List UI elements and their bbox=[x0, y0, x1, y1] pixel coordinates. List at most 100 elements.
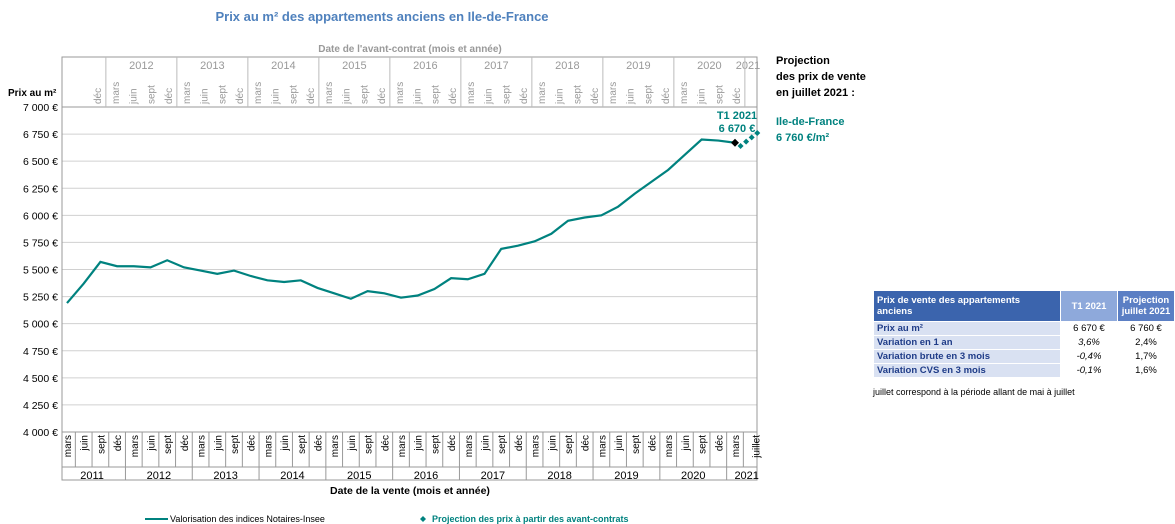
x-tick-label: déc bbox=[714, 435, 725, 451]
table-header: Projection juillet 2021 bbox=[1117, 290, 1175, 322]
x-tick-label: sept bbox=[163, 435, 174, 454]
top-tick-label: mars bbox=[466, 82, 477, 104]
x-tick-label: mars bbox=[464, 435, 475, 457]
y-axis-title: Prix au m² bbox=[8, 88, 57, 99]
table-note: juillet correspond à la période allant d… bbox=[873, 387, 1075, 397]
x-tick-label: juin bbox=[547, 435, 558, 452]
legend-label: Projection des prix à partir des avant-c… bbox=[432, 514, 629, 524]
top-tick-label: juin bbox=[200, 88, 211, 105]
end-marker bbox=[731, 138, 739, 147]
top-tick-label: juin bbox=[413, 88, 424, 105]
table-header: T1 2021 bbox=[1060, 290, 1118, 322]
x-tick-label: juillet bbox=[751, 435, 762, 459]
x-tick-label: sept bbox=[96, 435, 107, 454]
chart: Prix au m² des appartements anciens en I… bbox=[8, 9, 866, 524]
x-tick-label: déc bbox=[581, 435, 592, 451]
x-tick-label: juin bbox=[147, 435, 158, 452]
x-tick-label: déc bbox=[113, 435, 124, 451]
top-tick-label: sept bbox=[217, 85, 228, 104]
top-tick-label: mars bbox=[253, 82, 264, 104]
x-year-label: 2011 bbox=[80, 470, 104, 482]
top-tick-label: juin bbox=[271, 88, 282, 105]
top-tick-label: juin bbox=[129, 88, 140, 105]
y-tick-label: 4 500 € bbox=[23, 373, 58, 385]
table-row: Variation CVS en 3 mois -0,1% 1,6% bbox=[873, 363, 1175, 378]
table-header: Prix de vente des appartements anciens bbox=[873, 290, 1061, 322]
top-tick-label: mars bbox=[182, 82, 193, 104]
legend-marker bbox=[420, 516, 426, 522]
x-year-label: 2019 bbox=[614, 470, 638, 482]
y-tick-label: 6 250 € bbox=[23, 183, 58, 195]
side-note: en juillet 2021 : bbox=[776, 87, 855, 99]
x-tick-label: mars bbox=[263, 435, 274, 457]
table-cell: 6 670 € bbox=[1060, 321, 1118, 336]
x-tick-label: juin bbox=[213, 435, 224, 452]
x-tick-label: sept bbox=[364, 435, 375, 454]
top-tick-label: déc bbox=[164, 88, 175, 104]
annotation: 6 670 € bbox=[719, 123, 756, 135]
table-cell: 1,7% bbox=[1117, 349, 1175, 364]
x-tick-label: juin bbox=[414, 435, 425, 452]
top-tick-label: sept bbox=[359, 85, 370, 104]
top-tick-label: juin bbox=[555, 88, 566, 105]
x-tick-label: juin bbox=[681, 435, 692, 452]
x-tick-label: juin bbox=[481, 435, 492, 452]
top-tick-label: mars bbox=[395, 82, 406, 104]
table-cell: 3,6% bbox=[1060, 335, 1118, 350]
y-tick-label: 6 750 € bbox=[23, 129, 58, 141]
legend-label: Valorisation des indices Notaires-Insee bbox=[170, 514, 325, 524]
top-year-label: 2014 bbox=[271, 60, 295, 72]
x-tick-label: déc bbox=[447, 435, 458, 451]
top-tick-label: déc bbox=[235, 88, 246, 104]
top-tick-label: mars bbox=[608, 82, 619, 104]
top-tick-label: déc bbox=[448, 88, 459, 104]
table-cell: Variation CVS en 3 mois bbox=[873, 363, 1061, 378]
x-tick-label: mars bbox=[197, 435, 208, 457]
side-note: Projection bbox=[776, 55, 830, 67]
x-tick-label: sept bbox=[698, 435, 709, 454]
top-tick-label: déc bbox=[590, 88, 601, 104]
x-tick-label: mars bbox=[597, 435, 608, 457]
table-cell: Prix au m² bbox=[873, 321, 1061, 336]
x-tick-label: sept bbox=[297, 435, 308, 454]
table-row: Prix au m² 6 670 €6 760 € bbox=[873, 321, 1175, 336]
top-year-label: 2021 bbox=[736, 60, 760, 72]
line bbox=[66, 138, 736, 304]
top-tick-label: juin bbox=[626, 88, 637, 105]
top-tick-label: sept bbox=[643, 85, 654, 104]
top-tick-label: déc bbox=[306, 88, 317, 104]
top-year-label: 2017 bbox=[484, 60, 508, 72]
y-tick-label: 5 500 € bbox=[23, 265, 58, 277]
top-tick-label: sept bbox=[572, 85, 583, 104]
x-year-label: 2014 bbox=[280, 470, 304, 482]
x-tick-label: mars bbox=[531, 435, 542, 457]
plot-frame bbox=[61, 56, 758, 481]
table-cell: -0,1% bbox=[1060, 363, 1118, 378]
top-tick-label: mars bbox=[111, 82, 122, 104]
x-year-label: 2013 bbox=[213, 470, 237, 482]
x-year-label: 2018 bbox=[547, 470, 571, 482]
top-tick-label: juin bbox=[342, 88, 353, 105]
x-tick-label: sept bbox=[564, 435, 575, 454]
y-tick-label: 4 000 € bbox=[23, 427, 58, 439]
chart-title: Prix au m² des appartements anciens en I… bbox=[215, 9, 548, 24]
x-tick-label: déc bbox=[314, 435, 325, 451]
x-tick-label: déc bbox=[180, 435, 191, 451]
table-cell: 6 760 € bbox=[1117, 321, 1175, 336]
table-cell: 1,6% bbox=[1117, 363, 1175, 378]
table-cell: -0,4% bbox=[1060, 349, 1118, 364]
x-tick-label: mars bbox=[330, 435, 341, 457]
x-tick-label: déc bbox=[514, 435, 525, 451]
x-tick-label: déc bbox=[247, 435, 258, 451]
top-tick-label: sept bbox=[714, 85, 725, 104]
x-tick-label: mars bbox=[63, 435, 74, 457]
x-tick-label: sept bbox=[430, 435, 441, 454]
top-year-label: 2020 bbox=[697, 60, 721, 72]
top-axis-title: Date de l'avant-contrat (mois et année) bbox=[318, 44, 502, 55]
x-tick-label: juin bbox=[80, 435, 91, 452]
x-tick-label: juin bbox=[280, 435, 291, 452]
top-year-label: 2019 bbox=[626, 60, 650, 72]
top-tick-label: mars bbox=[679, 82, 690, 104]
top-tick-label: mars bbox=[324, 82, 335, 104]
x-year-label: 2017 bbox=[481, 470, 505, 482]
